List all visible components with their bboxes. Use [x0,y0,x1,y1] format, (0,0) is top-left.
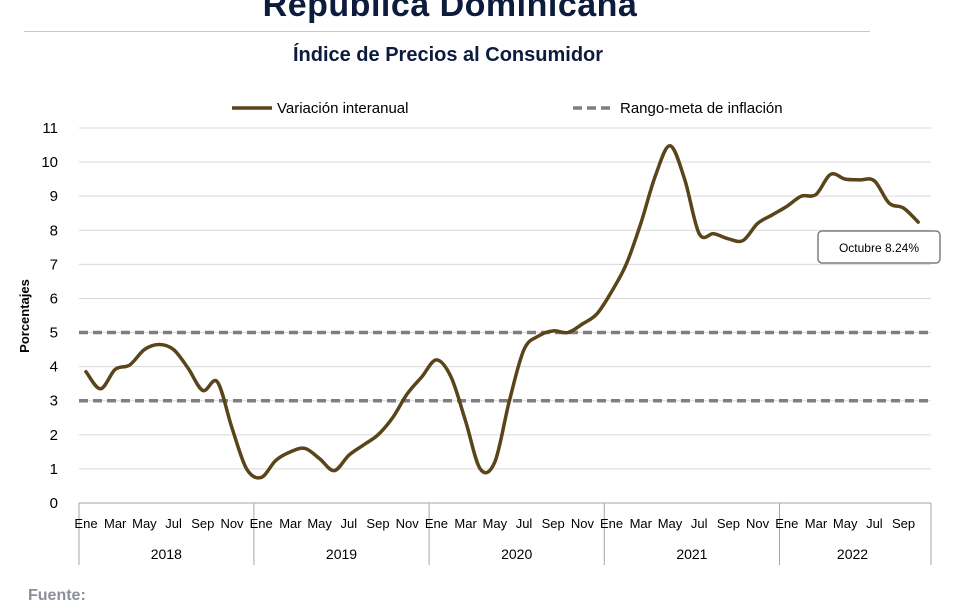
x-tick-label: Jul [691,516,708,531]
x-tick-label: Ene [775,516,798,531]
year-labels: 2018 2019 2020 2021 2022 [151,546,869,562]
x-tick-label: Mar [279,516,302,531]
x-tick-label: Nov [571,516,595,531]
x-tick-label: Nov [220,516,244,531]
y-tick-label: 8 [50,222,58,239]
year-label: 2022 [837,546,868,562]
series-line-path [84,143,920,480]
y-tick-label: 0 [50,495,58,512]
x-tick-label: Jul [165,516,182,531]
x-tick-label: May [658,516,683,531]
x-tick-label: May [833,516,858,531]
y-tick-label: 9 [50,188,58,205]
annotation-label: Octubre 8.24% [839,241,919,255]
annotation-callout: Octubre 8.24% [817,230,941,264]
y-tick-label: 6 [50,290,58,307]
title-divider [24,31,870,32]
x-tick-label: Jul [516,516,533,531]
series-line [84,143,920,480]
legend-target-label: Rango-meta de inflación [620,100,783,117]
y-tick-labels: 0 1 2 3 4 5 6 7 8 9 10 11 [41,120,58,512]
x-tick-labels: Ene Mar May Jul Sep Nov Ene Mar May Jul Sep Nov Ene M… [74,516,915,531]
year-label: 2019 [326,546,357,562]
y-tick-label: 11 [42,120,58,137]
y-tick-label: 4 [50,359,58,376]
x-tick-label: Ene [600,516,623,531]
x-tick-label: Ene [250,516,273,531]
year-label: 2018 [151,546,182,562]
annotation-box [817,230,941,264]
x-tick-label: Ene [425,516,448,531]
x-tick-label: Nov [746,516,770,531]
x-tick-label: Ene [74,516,97,531]
chart-subtitle: Índice de Precios al Consumidor [292,44,604,66]
y-axis-label: Porcentajes [17,279,32,353]
y-tick-label: 10 [41,154,58,171]
x-tick-label: May [483,516,508,531]
x-tick-label: Nov [396,516,420,531]
gridlines [79,127,931,470]
x-tick-label: Mar [630,516,653,531]
x-tick-label: Sep [542,516,565,531]
x-tick-label: Mar [805,516,828,531]
x-tick-label: Sep [191,516,214,531]
x-tick-label: Sep [717,516,740,531]
chart-title: República Dominicana [262,0,638,24]
source-label: Fuente: [28,587,86,604]
x-tick-label: May [307,516,332,531]
year-label: 2020 [501,546,532,562]
x-tick-label: Mar [454,516,477,531]
y-tick-label: 3 [50,393,58,410]
y-tick-label: 1 [50,461,58,478]
x-tick-label: May [132,516,157,531]
target-band [79,330,931,403]
x-tick-label: Jul [866,516,883,531]
year-label: 2021 [676,546,707,562]
x-tick-label: Jul [340,516,357,531]
y-tick-label: 5 [50,325,58,342]
x-axis [78,502,932,565]
y-tick-label: 7 [50,256,58,273]
legend: Variación interanual Rango-meta de inflac… [232,100,783,117]
x-tick-label: Sep [892,516,915,531]
y-tick-label: 2 [50,427,58,444]
x-tick-label: Sep [366,516,389,531]
legend-series-label: Variación interanual [277,100,408,117]
x-tick-label: Mar [104,516,127,531]
